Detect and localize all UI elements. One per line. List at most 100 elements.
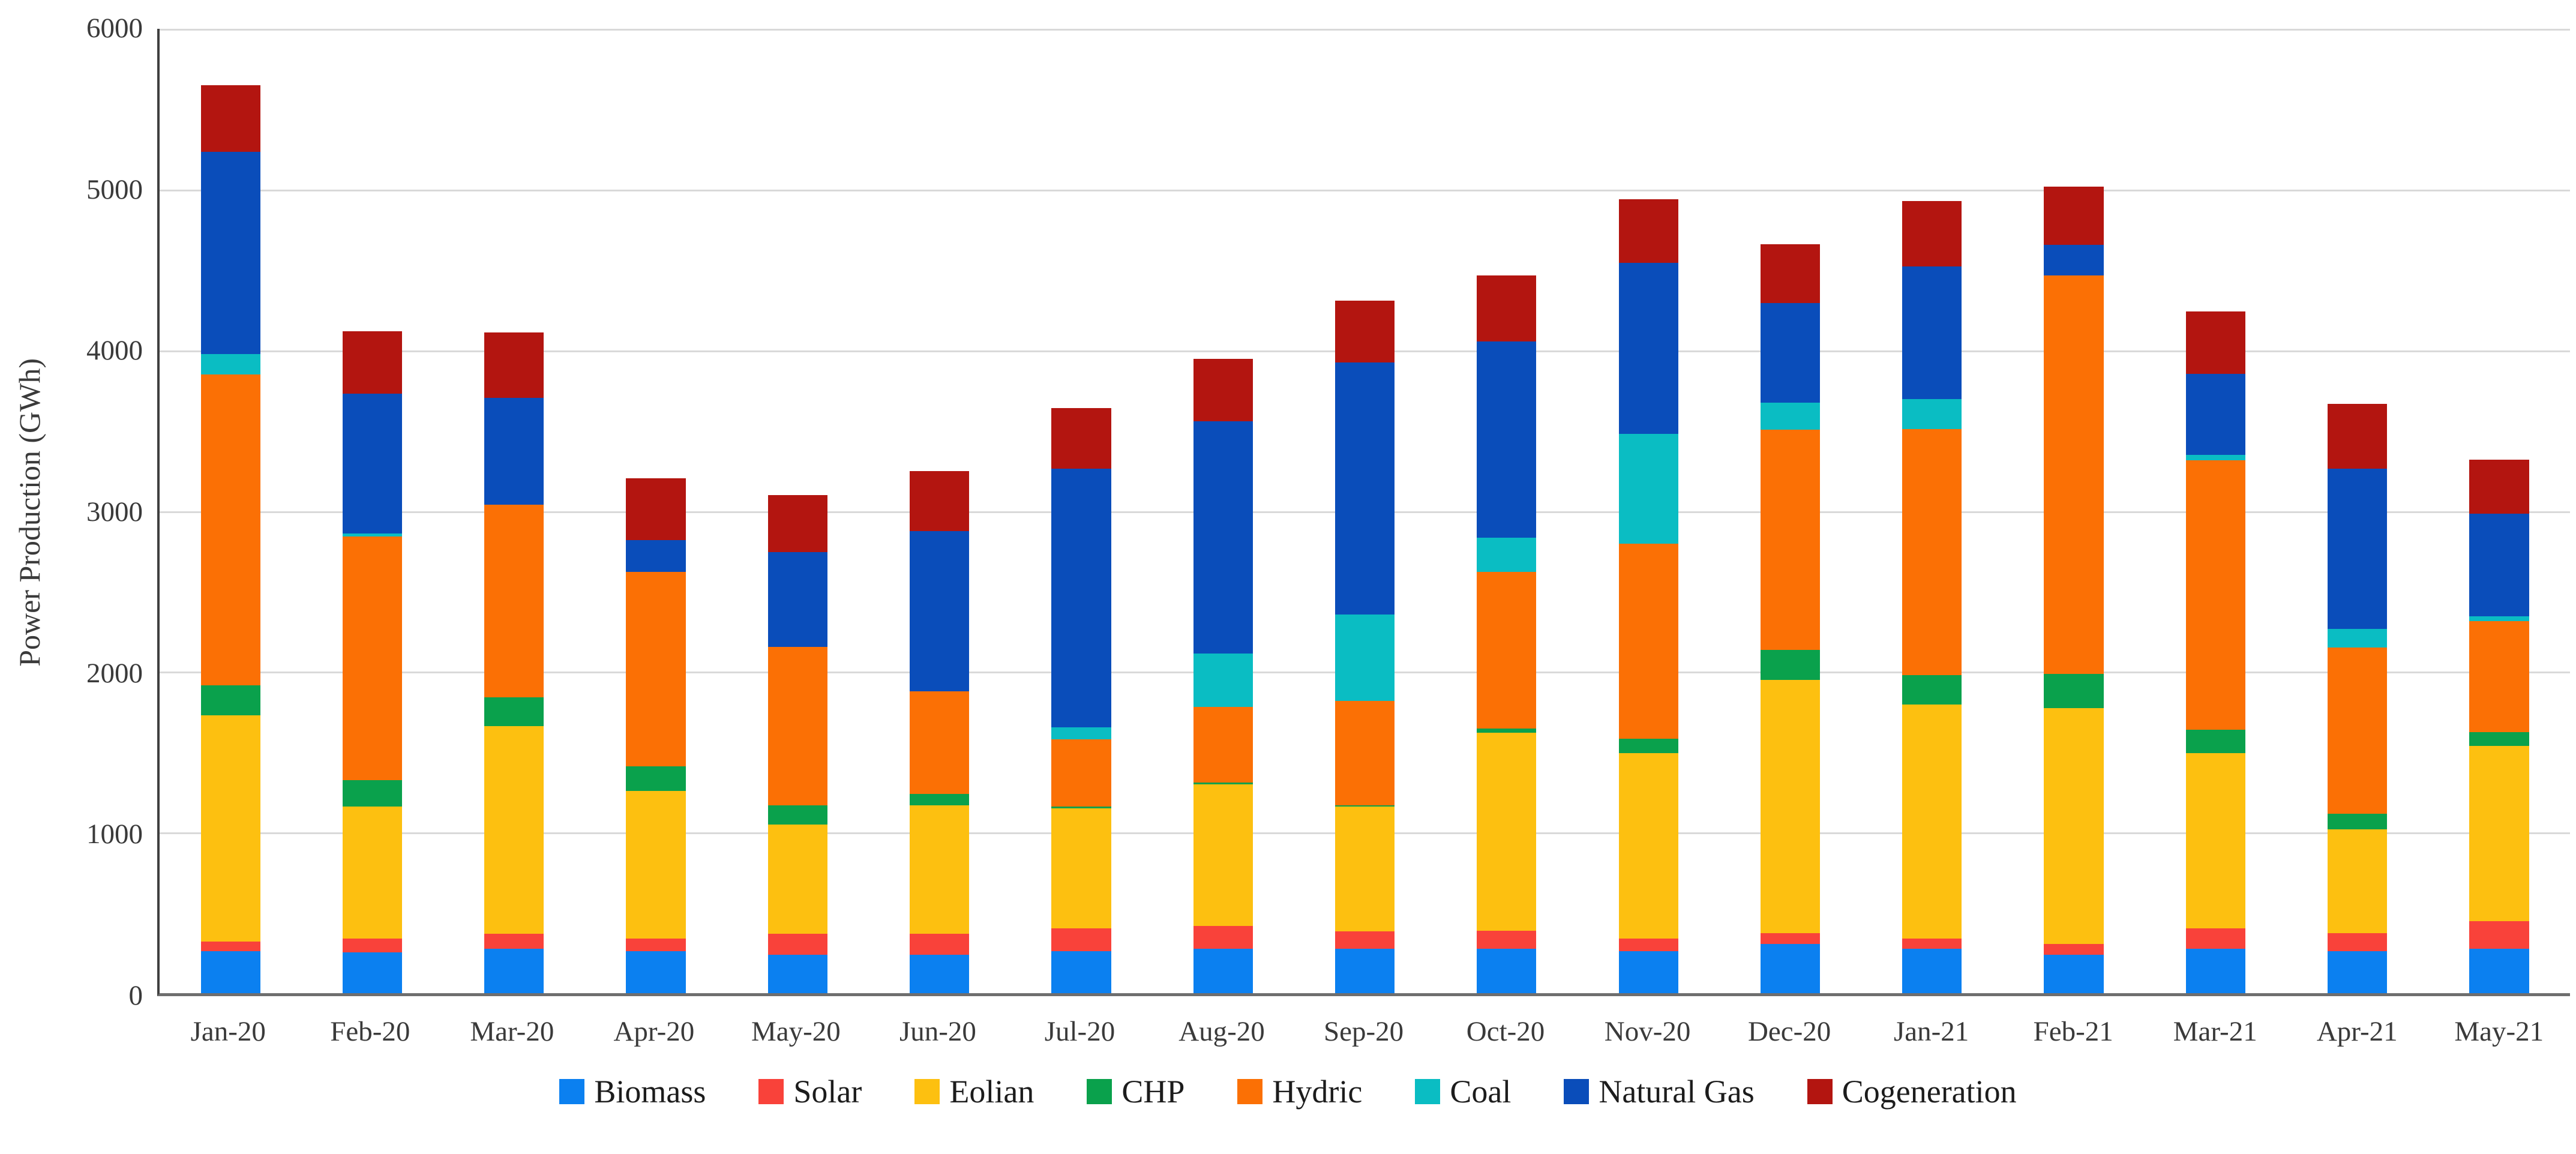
segment-solar-Jan-21	[1902, 938, 1962, 949]
bar-Oct-20	[1477, 29, 1537, 993]
segment-eolian-Sep-20	[1335, 807, 1395, 931]
segment-biomass-Feb-20	[342, 952, 403, 993]
x-tick-label-Jul-20: Jul-20	[1044, 1016, 1115, 1047]
segment-natural-gas-Dec-20	[1760, 302, 1821, 403]
bar-Dec-20	[1760, 29, 1821, 993]
segment-eolian-May-20	[767, 824, 827, 934]
segment-biomass-Jan-21	[1902, 949, 1962, 993]
bar-slot-May-21	[2428, 29, 2570, 993]
segment-natural-gas-May-20	[767, 551, 827, 647]
segment-solar-Mar-21	[2185, 928, 2245, 949]
segment-chp-Jan-20	[200, 685, 260, 715]
bar-slot-Sep-20	[1294, 29, 1435, 993]
segment-hydric-Sep-20	[1335, 700, 1395, 805]
segment-biomass-Jun-20	[910, 954, 970, 993]
legend-swatch-icon	[1237, 1079, 1263, 1104]
segment-chp-Sep-20	[1335, 805, 1395, 807]
bar-Jun-20	[910, 29, 970, 993]
segment-natural-gas-Jan-21	[1902, 266, 1962, 400]
bar-slot-Apr-20	[585, 29, 727, 993]
y-tick-label-0: 0	[128, 980, 143, 1011]
y-tick-label-4000: 4000	[86, 335, 143, 367]
segment-eolian-Jun-20	[910, 805, 970, 934]
segment-eolian-Jan-20	[200, 715, 260, 942]
bar-slot-Jan-21	[1861, 29, 2003, 993]
segment-cogeneration-Feb-21	[2044, 186, 2104, 245]
bar-Jan-20	[200, 29, 260, 993]
legend-item-natural-gas: Natural Gas	[1564, 1073, 1755, 1110]
y-tick-label-6000: 6000	[86, 13, 143, 44]
segment-coal-Dec-20	[1760, 402, 1821, 430]
segment-cogeneration-May-20	[767, 494, 827, 552]
plot-area	[157, 29, 2570, 996]
x-axis-tick-labels: Jan-20 Feb-20 Mar-20 Apr-20 May-20 Jun-20 Jul-…	[157, 1015, 2570, 1048]
legend-label: Biomass	[594, 1074, 706, 1110]
segment-biomass-Sep-20	[1335, 949, 1395, 993]
bar-May-20	[767, 29, 827, 993]
legend-item-eolian: Eolian	[914, 1073, 1034, 1110]
segment-coal-Feb-20	[342, 533, 403, 537]
segment-eolian-Feb-20	[342, 807, 403, 939]
gridline-5000	[160, 189, 2570, 191]
legend-item-solar: Solar	[758, 1073, 862, 1110]
segment-hydric-Feb-20	[342, 536, 403, 781]
segment-hydric-Dec-20	[1760, 430, 1821, 651]
legend-swatch-icon	[1415, 1079, 1441, 1104]
bar-slot-Apr-21	[2286, 29, 2428, 993]
segment-coal-Oct-20	[1477, 537, 1537, 572]
bar-Apr-20	[626, 29, 686, 993]
x-tick-label-Feb-20: Feb-20	[330, 1016, 410, 1047]
segment-biomass-May-20	[767, 954, 827, 993]
x-tick-label-May-21: May-21	[2454, 1016, 2544, 1047]
legend-label: Coal	[1450, 1074, 1512, 1110]
segment-cogeneration-Nov-20	[1618, 199, 1678, 263]
legend-swatch-icon	[758, 1079, 784, 1104]
segment-natural-gas-May-21	[2469, 513, 2529, 616]
segment-natural-gas-Sep-20	[1335, 362, 1395, 615]
segment-hydric-Oct-20	[1477, 572, 1537, 729]
segment-biomass-Jul-20	[1051, 951, 1111, 993]
bar-slot-Feb-21	[2003, 29, 2145, 993]
x-tick-label-Mar-20: Mar-20	[470, 1016, 554, 1047]
legend-swatch-icon	[559, 1079, 585, 1104]
segment-eolian-Oct-20	[1477, 733, 1537, 931]
bar-slot-Oct-20	[1436, 29, 1578, 993]
segment-hydric-Jul-20	[1051, 739, 1111, 807]
segment-eolian-Dec-20	[1760, 679, 1821, 933]
segment-natural-gas-Feb-21	[2044, 245, 2104, 276]
x-tick-label-Nov-20: Nov-20	[1604, 1016, 1691, 1047]
bar-Mar-21	[2185, 29, 2245, 993]
bar-Mar-20	[484, 29, 544, 993]
x-tick-label-Mar-21: Mar-21	[2173, 1016, 2257, 1047]
bar-Feb-21	[2044, 29, 2104, 993]
legend-item-chp: CHP	[1087, 1073, 1184, 1110]
segment-biomass-Aug-20	[1193, 949, 1253, 993]
x-tick-label-Jan-20: Jan-20	[190, 1016, 266, 1047]
x-tick-label-Sep-20: Sep-20	[1323, 1016, 1404, 1047]
segment-solar-Feb-20	[342, 938, 403, 952]
segment-chp-Jul-20	[1051, 807, 1111, 809]
segment-cogeneration-Apr-20	[626, 478, 686, 540]
segment-chp-Jun-20	[910, 793, 970, 805]
segment-cogeneration-Mar-20	[484, 332, 544, 398]
segment-chp-Feb-20	[342, 780, 403, 807]
segment-biomass-Nov-20	[1618, 951, 1678, 993]
segment-hydric-Nov-20	[1618, 544, 1678, 739]
segment-hydric-Mar-21	[2185, 460, 2245, 730]
segment-natural-gas-Apr-20	[626, 539, 686, 572]
segment-eolian-Apr-20	[626, 790, 686, 939]
x-tick-label-Aug-20: Aug-20	[1178, 1016, 1265, 1047]
legend-label: CHP	[1121, 1074, 1185, 1110]
bar-slot-Nov-20	[1578, 29, 1719, 993]
segment-biomass-Dec-20	[1760, 944, 1821, 993]
segment-chp-Oct-20	[1477, 729, 1537, 733]
segment-natural-gas-Nov-20	[1618, 262, 1678, 434]
segment-chp-Mar-20	[484, 697, 544, 727]
segment-cogeneration-Sep-20	[1335, 300, 1395, 362]
segment-biomass-Apr-21	[2327, 951, 2388, 993]
segment-natural-gas-Jun-20	[910, 531, 970, 691]
segment-hydric-May-21	[2469, 621, 2529, 732]
segment-chp-May-21	[2469, 732, 2529, 746]
segment-natural-gas-Mar-21	[2185, 373, 2245, 455]
